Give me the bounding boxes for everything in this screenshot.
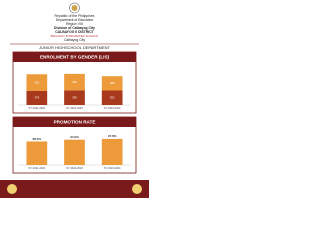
department: JUNIOR HIGHSCHOOL DEPARTMENT: [39, 45, 111, 50]
value-label: 386: [110, 81, 115, 85]
footer-logo: [132, 184, 142, 194]
header-line: Republic of the Philippines: [55, 14, 95, 18]
value-label: 446: [72, 80, 77, 84]
bar-segment: [101, 76, 123, 91]
bar: [101, 138, 123, 165]
school-name: BAGACAY INTEGRATED SCHOOL: [51, 34, 99, 38]
chart-title: PROMOTION RATE: [54, 120, 96, 125]
footer: [0, 180, 149, 198]
chart-title-band: [13, 117, 136, 127]
footer-logo: [7, 184, 17, 194]
x-tick-label: SY 2023-2024: [104, 166, 121, 170]
x-tick-label: SY 2022-2023: [66, 166, 83, 170]
value-label: 395: [72, 95, 77, 99]
value-label: 452: [34, 80, 39, 84]
x-tick-label: SY 2021-2022: [29, 166, 46, 170]
header: Republic of the Philippines Department o…: [51, 14, 99, 42]
value-label: 97.8%: [108, 134, 117, 138]
bar-segment: [64, 90, 85, 105]
seal-inner: [71, 5, 78, 11]
header-line: Region VIII: [66, 22, 83, 26]
header-line: Department of Education: [56, 18, 94, 22]
x-tick-label: SY 2021-2022: [29, 106, 46, 110]
value-label: 392: [110, 95, 115, 99]
bar: [64, 139, 85, 165]
chart-title-band: [13, 52, 136, 62]
bar-segment: [101, 90, 123, 105]
x-tick-label: SY 2023-2024: [104, 106, 121, 110]
city: Calbayog City: [64, 38, 85, 42]
bar-segment: [64, 73, 85, 91]
page: Republic of the Philippines Department o…: [0, 2, 149, 198]
bar-segment: [26, 74, 48, 91]
bar-segment: [26, 90, 48, 105]
value-label: 379: [34, 96, 39, 100]
value-label: 88.2%: [33, 137, 42, 141]
value-label: 94.9%: [70, 135, 79, 139]
header-line: CALBAYOG II DISTRICT: [55, 30, 94, 34]
header-line: Division of Calbayog City: [54, 26, 95, 30]
bar: [26, 141, 48, 165]
chart-title: ENROLMENT BY GENDER (LIS): [40, 55, 110, 60]
x-tick-label: SY 2022-2023: [66, 106, 83, 110]
